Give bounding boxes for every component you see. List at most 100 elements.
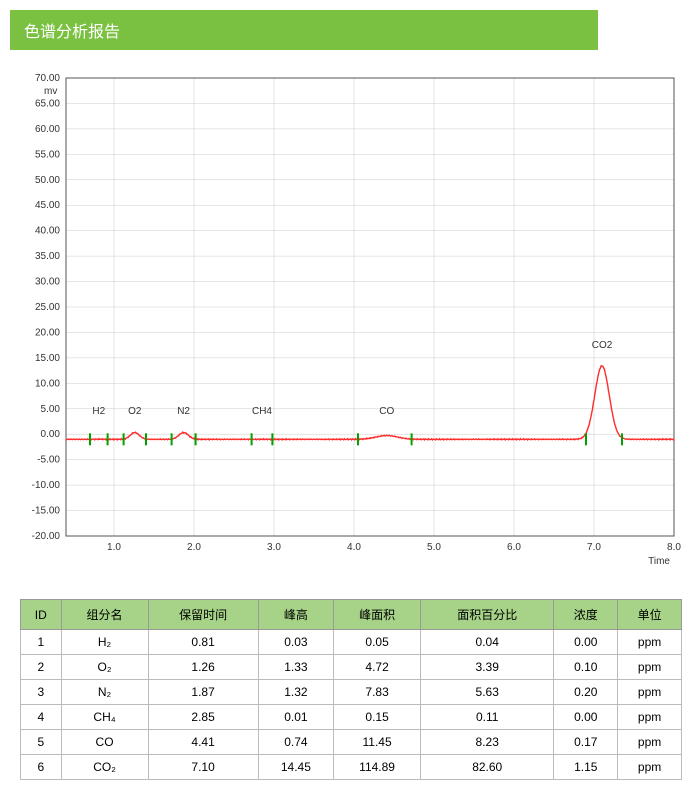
svg-text:5.0: 5.0 <box>427 542 441 553</box>
chromatogram-chart: -20.00 -15.00 -10.00 -5.00 0.00 5.00 10.00 15.0… <box>18 70 682 575</box>
table-header-cell: 单位 <box>618 600 682 630</box>
table-cell: 4.72 <box>334 655 421 680</box>
svg-text:6.0: 6.0 <box>507 542 521 553</box>
table-header-cell: 浓度 <box>554 600 618 630</box>
svg-text:20.00: 20.00 <box>35 327 60 338</box>
table-cell: 6 <box>21 755 62 780</box>
table-cell: 0.00 <box>554 630 618 655</box>
svg-text:mv: mv <box>44 86 57 97</box>
table-cell: 2 <box>21 655 62 680</box>
table-cell: 3.39 <box>421 655 554 680</box>
table-cell: 0.03 <box>258 630 333 655</box>
table-cell: 0.11 <box>421 705 554 730</box>
svg-text:65.00: 65.00 <box>35 98 60 109</box>
table-cell: 0.10 <box>554 655 618 680</box>
table-cell: 0.17 <box>554 730 618 755</box>
table-row: 2O₂1.261.334.723.390.10ppm <box>21 655 682 680</box>
svg-text:2.0: 2.0 <box>187 542 201 553</box>
table-row: 1H₂0.810.030.050.040.00ppm <box>21 630 682 655</box>
table-cell: 1.33 <box>258 655 333 680</box>
svg-text:60.00: 60.00 <box>35 124 60 135</box>
table-cell: 11.45 <box>334 730 421 755</box>
table-cell: 0.20 <box>554 680 618 705</box>
svg-text:55.00: 55.00 <box>35 149 60 160</box>
table-cell: N₂ <box>61 680 148 705</box>
table-cell: ppm <box>618 730 682 755</box>
svg-text:10.00: 10.00 <box>35 378 60 389</box>
table-cell: CH₄ <box>61 705 148 730</box>
svg-text:-15.00: -15.00 <box>32 506 61 517</box>
svg-text:1.0: 1.0 <box>107 542 121 553</box>
table-cell: ppm <box>618 755 682 780</box>
table-cell: ppm <box>618 655 682 680</box>
table-header-cell: ID <box>21 600 62 630</box>
table-cell: 1.26 <box>148 655 258 680</box>
table-cell: 0.05 <box>334 630 421 655</box>
svg-text:45.00: 45.00 <box>35 200 60 211</box>
table-cell: 2.85 <box>148 705 258 730</box>
table-cell: 3 <box>21 680 62 705</box>
peak-data-table: ID组分名保留时间峰高峰面积面积百分比浓度单位 1H₂0.810.030.050… <box>20 599 682 780</box>
table-cell: 1 <box>21 630 62 655</box>
report-title: 色谱分析报告 <box>10 10 598 50</box>
svg-text:8.0: 8.0 <box>667 542 681 553</box>
svg-text:CO: CO <box>379 406 394 417</box>
table-cell: 5 <box>21 730 62 755</box>
svg-text:-5.00: -5.00 <box>37 455 60 466</box>
table-cell: 1.87 <box>148 680 258 705</box>
table-cell: 7.83 <box>334 680 421 705</box>
svg-text:-10.00: -10.00 <box>32 480 61 491</box>
table-cell: 8.23 <box>421 730 554 755</box>
svg-text:70.00: 70.00 <box>35 73 60 84</box>
table-row: 6CO₂7.1014.45114.8982.601.15ppm <box>21 755 682 780</box>
table-row: 3N₂1.871.327.835.630.20ppm <box>21 680 682 705</box>
svg-text:4.0: 4.0 <box>347 542 361 553</box>
svg-text:H2: H2 <box>92 406 105 417</box>
svg-text:30.00: 30.00 <box>35 277 60 288</box>
svg-text:5.00: 5.00 <box>41 404 61 415</box>
svg-text:CO2: CO2 <box>592 340 613 351</box>
table-cell: CO <box>61 730 148 755</box>
table-cell: 82.60 <box>421 755 554 780</box>
table-cell: 0.81 <box>148 630 258 655</box>
svg-text:3.0: 3.0 <box>267 542 281 553</box>
svg-text:50.00: 50.00 <box>35 175 60 186</box>
svg-text:35.00: 35.00 <box>35 251 60 262</box>
svg-text:O2: O2 <box>128 406 142 417</box>
table-cell: 0.04 <box>421 630 554 655</box>
table-cell: 4 <box>21 705 62 730</box>
table-cell: 7.10 <box>148 755 258 780</box>
table-cell: ppm <box>618 680 682 705</box>
svg-text:15.00: 15.00 <box>35 353 60 364</box>
table-row: 5CO4.410.7411.458.230.17ppm <box>21 730 682 755</box>
table-cell: H₂ <box>61 630 148 655</box>
svg-text:N2: N2 <box>177 406 190 417</box>
svg-text:7.0: 7.0 <box>587 542 601 553</box>
table-cell: 0.01 <box>258 705 333 730</box>
svg-text:Time: Time <box>648 556 670 567</box>
table-cell: 0.74 <box>258 730 333 755</box>
table-cell: 0.15 <box>334 705 421 730</box>
table-cell: 114.89 <box>334 755 421 780</box>
table-cell: 1.15 <box>554 755 618 780</box>
table-cell: 0.00 <box>554 705 618 730</box>
svg-text:CH4: CH4 <box>252 406 272 417</box>
table-cell: 5.63 <box>421 680 554 705</box>
svg-text:-20.00: -20.00 <box>32 531 61 542</box>
table-header-cell: 峰面积 <box>334 600 421 630</box>
table-header-cell: 组分名 <box>61 600 148 630</box>
table-cell: 1.32 <box>258 680 333 705</box>
table-cell: ppm <box>618 630 682 655</box>
table-cell: CO₂ <box>61 755 148 780</box>
table-row: 4CH₄2.850.010.150.110.00ppm <box>21 705 682 730</box>
table-cell: ppm <box>618 705 682 730</box>
svg-text:40.00: 40.00 <box>35 226 60 237</box>
svg-text:0.00: 0.00 <box>41 429 61 440</box>
table-header-cell: 保留时间 <box>148 600 258 630</box>
table-cell: 14.45 <box>258 755 333 780</box>
svg-text:25.00: 25.00 <box>35 302 60 313</box>
table-cell: 4.41 <box>148 730 258 755</box>
table-cell: O₂ <box>61 655 148 680</box>
table-header-cell: 面积百分比 <box>421 600 554 630</box>
table-header-cell: 峰高 <box>258 600 333 630</box>
